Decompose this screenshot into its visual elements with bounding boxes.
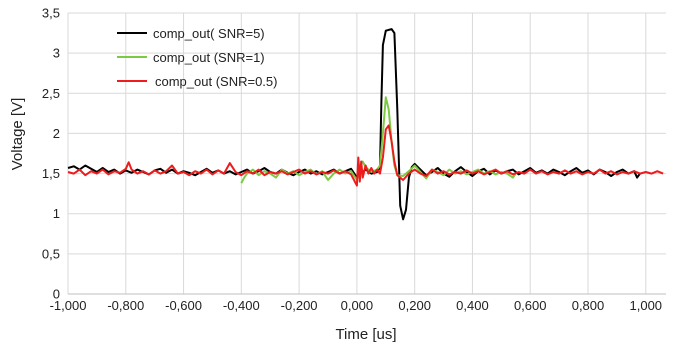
x-tick-label: 0,400 (456, 298, 489, 313)
legend-label-3: comp_out (SNR=0.5) (155, 74, 277, 89)
legend-label-2: comp_out (SNR=1) (153, 50, 265, 65)
x-tick-label: 0,000 (341, 298, 374, 313)
y-tick-label: 1 (53, 206, 60, 221)
grid (67, 12, 666, 295)
y-tick-label: 2,5 (42, 86, 60, 101)
x-axis-label: Time [us] (335, 326, 396, 343)
x-tick-label: -1,000 (50, 298, 87, 313)
series-layer (67, 28, 664, 221)
x-tick-label: 1,000 (630, 298, 663, 313)
x-tick-label: 0,600 (514, 298, 547, 313)
x-tick-label: -0,800 (107, 298, 144, 313)
legend: comp_out( SNR=5) comp_out (SNR=1) comp_out… (117, 26, 277, 89)
axes: 0 0,5 1 1,5 2 2,5 3 3,5 -1,000 -0,800 -0,600 -0,400… (42, 6, 666, 313)
x-tick-label: -0,200 (281, 298, 318, 313)
legend-label-1: comp_out( SNR=5) (153, 26, 265, 41)
y-tick-label: 0 (53, 287, 60, 302)
y-tick-label: 3 (53, 46, 60, 61)
y-tick-label: 1,5 (42, 166, 60, 181)
x-tick-label: 0,800 (572, 298, 605, 313)
x-tick-label: -0,400 (223, 298, 260, 313)
y-tick-label: 3,5 (42, 6, 60, 21)
x-tick-label: 0,200 (398, 298, 431, 313)
y-tick-label: 0,5 (42, 246, 60, 261)
series-line-3 (67, 124, 664, 187)
x-tick-label: -0,600 (165, 298, 202, 313)
y-axis-label: Voltage [V] (9, 98, 26, 171)
y-tick-label: 2 (53, 126, 60, 141)
